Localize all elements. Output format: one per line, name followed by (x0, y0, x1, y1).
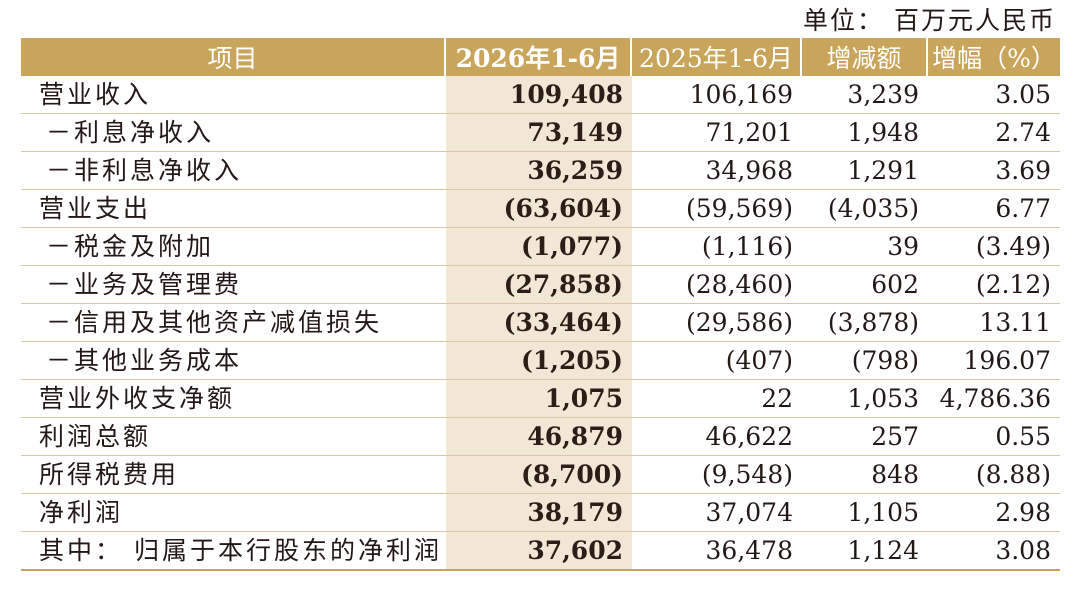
row-prior: (9,548) (632, 456, 802, 494)
row-change: 1,053 (802, 380, 928, 418)
row-item: 营业外收支净额 (21, 380, 446, 418)
row-current: (27,858) (446, 266, 632, 304)
header-prior-period: 2025年1-6月 (632, 38, 802, 76)
row-item: －非利息净收入 (21, 152, 446, 190)
row-prior: 71,201 (632, 114, 802, 152)
row-current: 37,602 (446, 532, 632, 571)
table-header-row: 项目 2026年1-6月 2025年1-6月 增减额 增幅（%） (21, 38, 1060, 76)
table-row: 所得税费用 (8,700) (9,548) 848 (8.88) (21, 456, 1060, 494)
table-row: 营业外收支净额 1,075 22 1,053 4,786.36 (21, 380, 1060, 418)
row-prior: 34,968 (632, 152, 802, 190)
row-pct: (3.49) (928, 228, 1060, 266)
row-current: (8,700) (446, 456, 632, 494)
row-prior: 36,478 (632, 532, 802, 571)
row-change: 1,105 (802, 494, 928, 532)
table-row: 其中： 归属于本行股东的净利润 37,602 36,478 1,124 3.08 (21, 532, 1060, 571)
header-change: 增减额 (802, 38, 928, 76)
row-current: 38,179 (446, 494, 632, 532)
row-change: 1,291 (802, 152, 928, 190)
row-change: 1,948 (802, 114, 928, 152)
row-prior: 22 (632, 380, 802, 418)
row-prior: (29,586) (632, 304, 802, 342)
row-item: －信用及其他资产减值损失 (21, 304, 446, 342)
row-item: 营业收入 (21, 76, 446, 114)
row-change: 848 (802, 456, 928, 494)
row-item: －利息净收入 (21, 114, 446, 152)
row-current: 73,149 (446, 114, 632, 152)
header-item: 项目 (21, 38, 446, 76)
row-pct: 2.98 (928, 494, 1060, 532)
row-pct: 196.07 (928, 342, 1060, 380)
row-change: 257 (802, 418, 928, 456)
row-prior: 106,169 (632, 76, 802, 114)
row-current: (33,464) (446, 304, 632, 342)
row-prior: 37,074 (632, 494, 802, 532)
table-row: 净利润 38,179 37,074 1,105 2.98 (21, 494, 1060, 532)
row-pct: (8.88) (928, 456, 1060, 494)
row-item: －业务及管理费 (21, 266, 446, 304)
row-current: 36,259 (446, 152, 632, 190)
table-row: －业务及管理费 (27,858) (28,460) 602 (2.12) (21, 266, 1060, 304)
row-pct: 4,786.36 (928, 380, 1060, 418)
row-pct: (2.12) (928, 266, 1060, 304)
row-item: 利润总额 (21, 418, 446, 456)
row-prior: (28,460) (632, 266, 802, 304)
row-current: 109,408 (446, 76, 632, 114)
row-current: (1,205) (446, 342, 632, 380)
row-item: 所得税费用 (21, 456, 446, 494)
row-change: 3,239 (802, 76, 928, 114)
row-current: 1,075 (446, 380, 632, 418)
row-prior: (1,116) (632, 228, 802, 266)
row-change: (4,035) (802, 190, 928, 228)
row-pct: 13.11 (928, 304, 1060, 342)
row-current: (1,077) (446, 228, 632, 266)
income-table: 项目 2026年1-6月 2025年1-6月 增减额 增幅（%） 营业收入 10… (21, 38, 1060, 571)
row-item: －税金及附加 (21, 228, 446, 266)
table-row: 营业收入 109,408 106,169 3,239 3.05 (21, 76, 1060, 114)
row-pct: 6.77 (928, 190, 1060, 228)
table-row: －利息净收入 73,149 71,201 1,948 2.74 (21, 114, 1060, 152)
table-row: 营业支出 (63,604) (59,569) (4,035) 6.77 (21, 190, 1060, 228)
row-item: －其他业务成本 (21, 342, 446, 380)
row-change: 39 (802, 228, 928, 266)
unit-label: 单位： 百万元人民币 (803, 6, 1056, 35)
table-row: －非利息净收入 36,259 34,968 1,291 3.69 (21, 152, 1060, 190)
row-item: 其中： 归属于本行股东的净利润 (21, 532, 446, 571)
row-item: 营业支出 (21, 190, 446, 228)
row-pct: 3.69 (928, 152, 1060, 190)
row-change: 602 (802, 266, 928, 304)
header-change-pct: 增幅（%） (928, 38, 1060, 76)
row-pct: 3.05 (928, 76, 1060, 114)
row-current: (63,604) (446, 190, 632, 228)
row-prior: (407) (632, 342, 802, 380)
row-pct: 3.08 (928, 532, 1060, 571)
row-change: 1,124 (802, 532, 928, 571)
row-pct: 2.74 (928, 114, 1060, 152)
table-row: －税金及附加 (1,077) (1,116) 39 (3.49) (21, 228, 1060, 266)
header-current-period: 2026年1-6月 (446, 38, 632, 76)
row-change: (3,878) (802, 304, 928, 342)
row-prior: 46,622 (632, 418, 802, 456)
table-row: －信用及其他资产减值损失 (33,464) (29,586) (3,878) 1… (21, 304, 1060, 342)
table-row: －其他业务成本 (1,205) (407) (798) 196.07 (21, 342, 1060, 380)
row-prior: (59,569) (632, 190, 802, 228)
row-item: 净利润 (21, 494, 446, 532)
table-row: 利润总额 46,879 46,622 257 0.55 (21, 418, 1060, 456)
row-current: 46,879 (446, 418, 632, 456)
row-pct: 0.55 (928, 418, 1060, 456)
row-change: (798) (802, 342, 928, 380)
